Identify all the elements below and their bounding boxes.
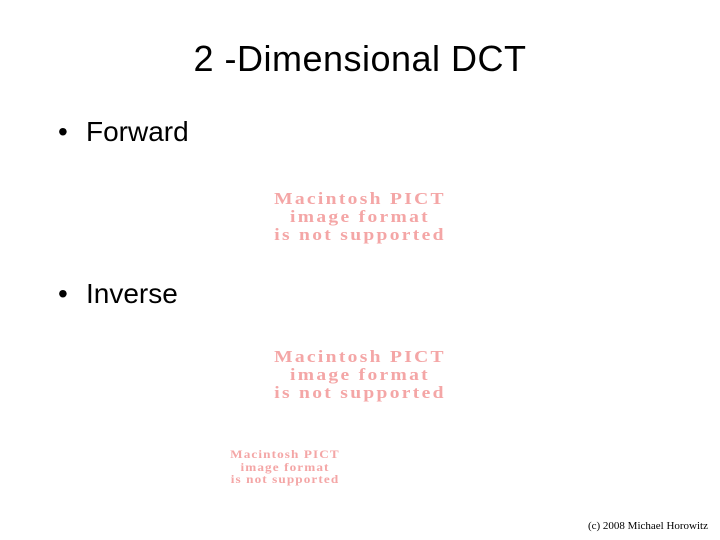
pict-line: Macintosh PICT	[176, 190, 544, 208]
slide-container: 2 -Dimensional DCT Forward Inverse Macin…	[0, 0, 720, 540]
slide-title: 2 -Dimensional DCT	[0, 0, 720, 80]
pict-placeholder-2: Macintosh PICT image format is not suppo…	[176, 348, 544, 402]
pict-line: is not supported	[181, 473, 390, 486]
pict-line: Macintosh PICT	[176, 348, 544, 366]
pict-placeholder-1: Macintosh PICT image format is not suppo…	[176, 190, 544, 244]
bullet-forward: Forward	[58, 116, 720, 148]
bullet-inverse: Inverse	[58, 278, 720, 310]
pict-line: image format	[176, 366, 544, 384]
bullet-label: Inverse	[86, 278, 178, 309]
pict-line: is not supported	[176, 226, 544, 244]
pict-line: image format	[176, 208, 544, 226]
pict-line: Macintosh PICT	[181, 448, 390, 461]
pict-placeholder-3: Macintosh PICT image format is not suppo…	[181, 448, 390, 486]
bullet-label: Forward	[86, 116, 189, 147]
pict-line: is not supported	[176, 384, 544, 402]
footer-copyright: (c) 2008 Michael Horowitz	[588, 520, 708, 532]
